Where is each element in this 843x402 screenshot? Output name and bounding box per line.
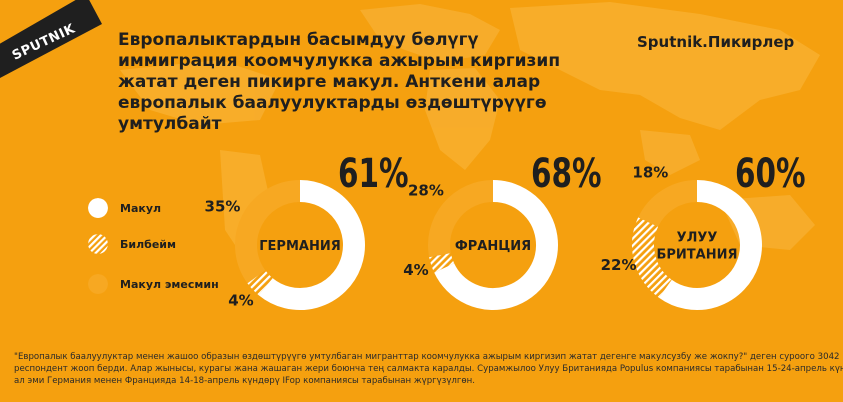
headline-line: Европалыктардын басымдуу бөлүгү xyxy=(118,30,479,50)
slice-agree xyxy=(258,180,365,310)
brand-label: Sputnik.Пикирлер xyxy=(637,33,795,51)
headline: Европалыктардын басымдуу бөлүгү иммиграц… xyxy=(118,30,623,135)
headline-line: европалык баалуулуктарды өздөштүрүүгө xyxy=(118,93,547,113)
slice-disagree xyxy=(428,180,494,258)
sputnik-logo xyxy=(0,0,102,78)
footnote-line: респондент жооп берди. Алар жынысы, кура… xyxy=(14,364,843,374)
slice-dont-know xyxy=(429,252,455,273)
legend-item-agree: Макул xyxy=(88,198,161,218)
legend-swatch-dont-know xyxy=(88,234,108,254)
data-label-dont-know: 4% xyxy=(228,291,253,309)
legend-item-dont-know: Билбейм xyxy=(88,234,176,254)
footnote: "Европалык баалуулуктар менен жашоо обра… xyxy=(14,351,843,387)
data-label-dont-know: 4% xyxy=(403,261,428,279)
donut-chart-2: ФРАНЦИЯ 68% 28% 4% xyxy=(403,150,602,310)
data-label-disagree: 28% xyxy=(408,182,444,200)
legend-label-disagree: Макул эмесмин xyxy=(120,277,219,291)
data-label-disagree: 35% xyxy=(205,198,241,216)
slice-disagree xyxy=(235,180,301,284)
data-label-dont-know: 22% xyxy=(601,256,637,274)
headline-line: жатат деген пикирге макул. Анткени алар xyxy=(118,72,541,92)
slice-agree xyxy=(658,180,762,310)
headline-line: иммиграция коомчулукка ажырым киргизип xyxy=(118,51,561,71)
country-label: ФРАНЦИЯ xyxy=(455,239,531,254)
data-label-agree: 60% xyxy=(735,150,806,197)
legend-label-dont-know: Билбейм xyxy=(120,237,176,251)
country-label: УЛУУ xyxy=(677,231,718,246)
donut-chart-3: УЛУУ БРИТАНИЯ 60% 18% 22% xyxy=(601,150,806,310)
donut-chart-1: ГЕРМАНИЯ 61% 35% 4% xyxy=(205,150,409,310)
data-label-agree: 61% xyxy=(338,150,409,197)
headline-line: умтулбайт xyxy=(118,114,222,134)
footnote-line: ал эми Германия менен Францияда 14-18-ап… xyxy=(14,376,476,386)
legend-item-disagree: Макул эмесмин xyxy=(88,274,219,294)
slice-dont-know xyxy=(632,217,673,298)
country-label: БРИТАНИЯ xyxy=(656,248,737,263)
slice-agree xyxy=(434,180,558,310)
country-label: ГЕРМАНИЯ xyxy=(259,239,340,254)
footnote-line: "Европалык баалуулуктар менен жашоо обра… xyxy=(14,352,840,362)
legend-swatch-agree xyxy=(88,198,108,218)
legend-swatch-disagree xyxy=(88,274,108,294)
slice-dont-know xyxy=(247,270,273,296)
slice-disagree xyxy=(638,180,698,228)
data-label-agree: 68% xyxy=(531,150,602,197)
data-label-disagree: 18% xyxy=(632,164,668,182)
legend-label-agree: Макул xyxy=(120,201,162,215)
